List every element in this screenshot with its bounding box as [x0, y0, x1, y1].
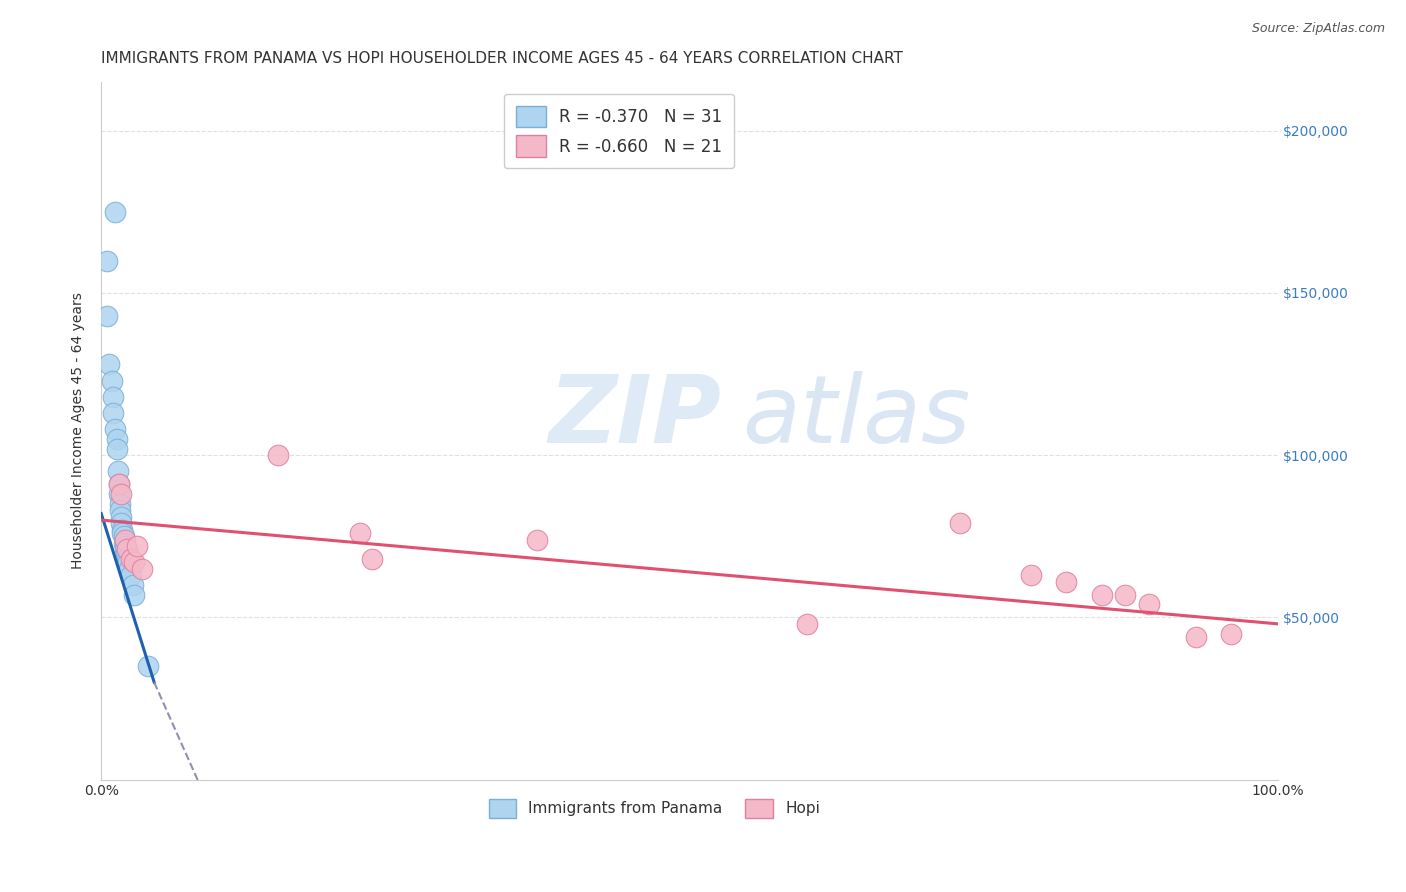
Point [526, 533, 548, 547]
Point [1220, 626, 1243, 640]
Point [115, 542, 138, 557]
Point [105, 432, 128, 446]
Y-axis label: Householder Income Ages 45 - 64 years: Householder Income Ages 45 - 64 years [72, 293, 86, 569]
Point [96, 309, 118, 323]
Point [1019, 568, 1042, 582]
Point [112, 536, 135, 550]
Text: IMMIGRANTS FROM PANAMA VS HOPI HOUSEHOLDER INCOME AGES 45 - 64 YEARS CORRELATION: IMMIGRANTS FROM PANAMA VS HOPI HOUSEHOLD… [101, 51, 903, 66]
Point [108, 477, 131, 491]
Point [98, 357, 121, 371]
Point [108, 487, 131, 501]
Point [108, 503, 131, 517]
Point [114, 542, 136, 557]
Point [118, 562, 141, 576]
Point [101, 406, 124, 420]
Point [110, 516, 132, 531]
Point [107, 464, 129, 478]
Point [122, 588, 145, 602]
Point [112, 529, 135, 543]
Point [1054, 574, 1077, 589]
Point [104, 205, 127, 219]
Point [117, 555, 139, 569]
Point [1184, 630, 1206, 644]
Point [96, 253, 118, 268]
Point [105, 442, 128, 456]
Point [114, 533, 136, 547]
Point [1137, 598, 1160, 612]
Point [108, 497, 131, 511]
Point [1114, 588, 1136, 602]
Point [122, 578, 145, 592]
Point [104, 422, 127, 436]
Point [131, 562, 153, 576]
Point [120, 552, 142, 566]
Point [101, 390, 124, 404]
Point [101, 374, 124, 388]
Point [115, 552, 138, 566]
Point [796, 616, 818, 631]
Point [267, 448, 290, 462]
Point [125, 539, 148, 553]
Point [120, 568, 142, 582]
Text: Source: ZipAtlas.com: Source: ZipAtlas.com [1251, 22, 1385, 36]
Point [136, 659, 159, 673]
Point [115, 545, 138, 559]
Point [349, 526, 371, 541]
Point [110, 509, 132, 524]
Point [108, 477, 131, 491]
Point [110, 487, 132, 501]
Point [1090, 588, 1112, 602]
Point [111, 526, 134, 541]
Legend: Immigrants from Panama, Hopi: Immigrants from Panama, Hopi [482, 792, 827, 824]
Text: atlas: atlas [742, 371, 972, 462]
Point [114, 539, 136, 553]
Point [122, 555, 145, 569]
Point [111, 523, 134, 537]
Point [361, 552, 384, 566]
Point [949, 516, 972, 531]
Text: ZIP: ZIP [548, 371, 721, 463]
